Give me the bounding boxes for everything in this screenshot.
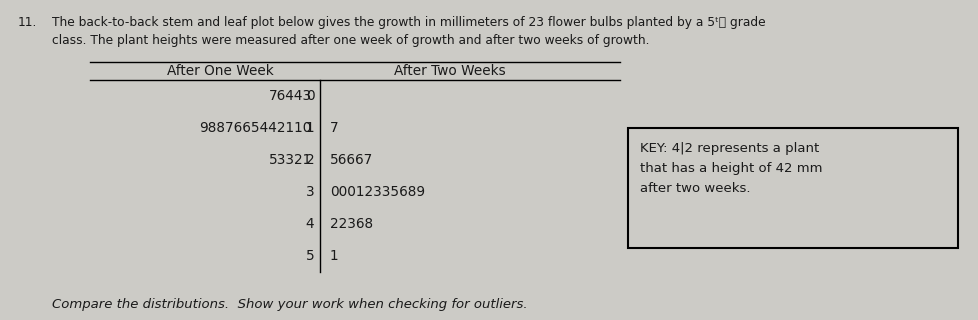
Text: 9887665442110: 9887665442110 [200, 121, 312, 135]
Text: 1: 1 [305, 121, 314, 135]
Polygon shape [627, 128, 957, 248]
Text: Compare the distributions.  Show your work when checking for outliers.: Compare the distributions. Show your wor… [52, 298, 527, 311]
Text: 53321: 53321 [269, 153, 312, 167]
Text: 56667: 56667 [330, 153, 373, 167]
Text: The back-to-back stem and leaf plot below gives the growth in millimeters of 23 : The back-to-back stem and leaf plot belo… [52, 16, 765, 29]
Text: 7: 7 [330, 121, 338, 135]
Text: 5: 5 [305, 249, 314, 263]
Text: 00012335689: 00012335689 [330, 185, 424, 199]
Text: class. The plant heights were measured after one week of growth and after two we: class. The plant heights were measured a… [52, 34, 648, 47]
Text: 3: 3 [305, 185, 314, 199]
Text: 4: 4 [305, 217, 314, 231]
Text: 2: 2 [305, 153, 314, 167]
Text: 0: 0 [305, 89, 314, 103]
Text: 22368: 22368 [330, 217, 373, 231]
Text: KEY: 4|2 represents a plant
that has a height of 42 mm
after two weeks.: KEY: 4|2 represents a plant that has a h… [640, 142, 822, 195]
Text: 11.: 11. [18, 16, 37, 29]
Text: After Two Weeks: After Two Weeks [394, 64, 506, 78]
Text: 76443: 76443 [269, 89, 312, 103]
Text: After One Week: After One Week [166, 64, 273, 78]
Text: 1: 1 [330, 249, 338, 263]
